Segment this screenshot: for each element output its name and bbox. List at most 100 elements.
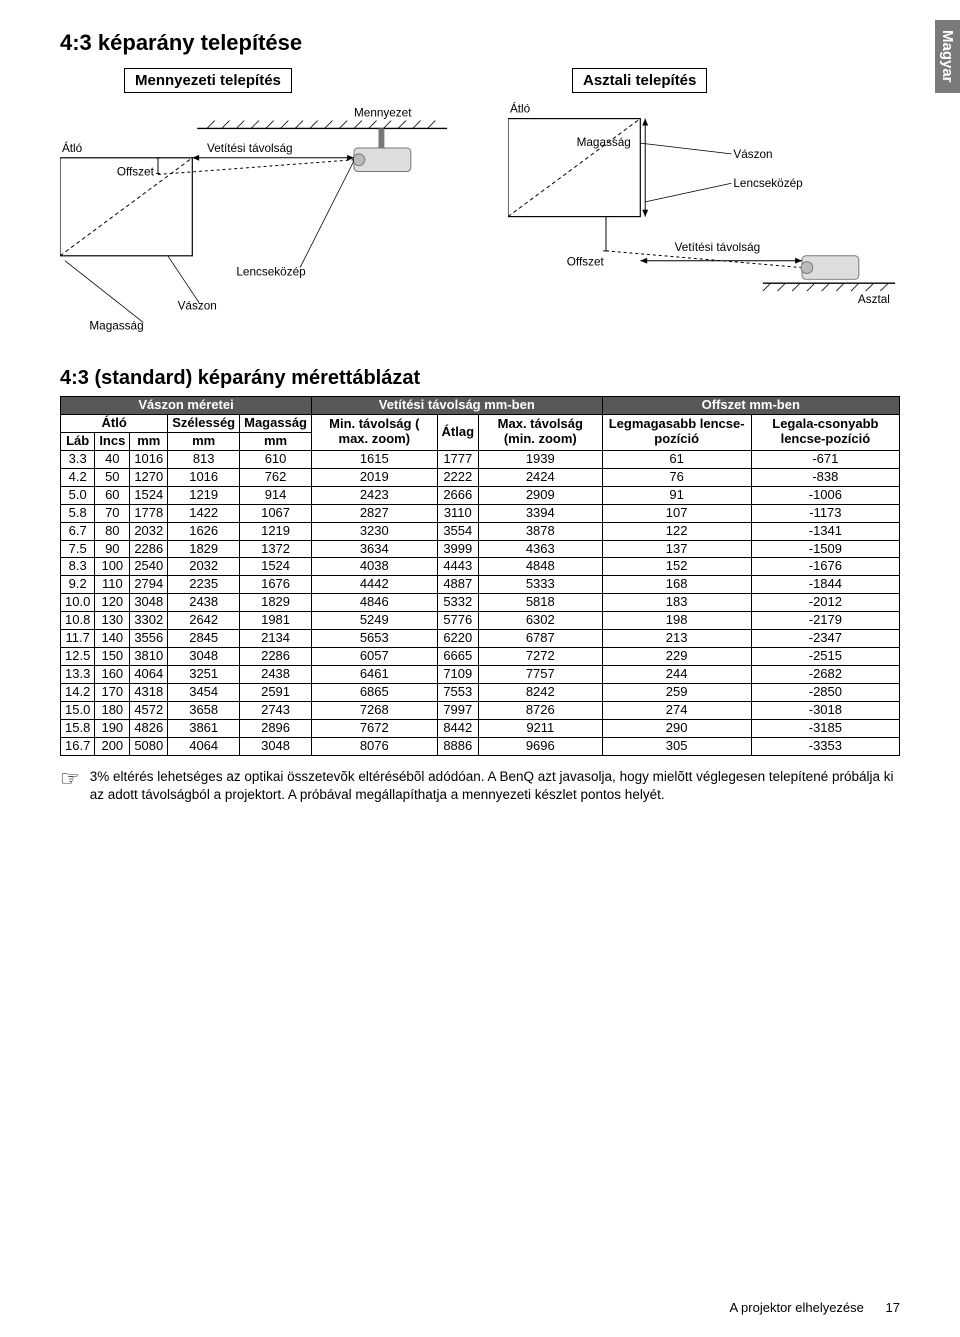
table-cell: 1524: [240, 558, 312, 576]
table-cell: -671: [751, 450, 899, 468]
table-cell: 5776: [437, 612, 479, 630]
table-row: 16.7200508040643048807688869696305-3353: [61, 737, 900, 755]
table-cell: 1626: [168, 522, 240, 540]
table-cell: 2286: [240, 648, 312, 666]
table-cell: 76: [602, 468, 751, 486]
table-cell: 7553: [437, 684, 479, 702]
hdr-height: Magasság: [240, 414, 312, 432]
table-cell: 120: [95, 594, 130, 612]
table-cell: 3048: [240, 737, 312, 755]
screen-label-2: Vászon: [733, 148, 772, 161]
table-cell: 1981: [240, 612, 312, 630]
table-cell: 6865: [312, 684, 438, 702]
hdr-min: Min. távolság ( max. zoom): [312, 414, 438, 450]
hdr-feet: Láb: [61, 432, 95, 450]
table-cell: 914: [240, 486, 312, 504]
table-cell: 8442: [437, 719, 479, 737]
table-cell: 3048: [168, 648, 240, 666]
band-dist: Vetítési távolság mm-ben: [312, 397, 603, 415]
table-cell: 6057: [312, 648, 438, 666]
table-cell: 7997: [437, 701, 479, 719]
table-cell: 6302: [479, 612, 603, 630]
table-cell: 6461: [312, 666, 438, 684]
table-cell: 1219: [240, 522, 312, 540]
table-cell: 7272: [479, 648, 603, 666]
band-offset: Offszet mm-ben: [602, 397, 899, 415]
table-cell: 1016: [130, 450, 168, 468]
table-cell: 160: [95, 666, 130, 684]
table-cell: 1219: [168, 486, 240, 504]
table-title: Asztali telepítés: [572, 68, 707, 93]
table-cell: 2438: [240, 666, 312, 684]
table-cell: 244: [602, 666, 751, 684]
table-row: 6.780203216261219323035543878122-1341: [61, 522, 900, 540]
table-cell: 3878: [479, 522, 603, 540]
table-cell: -3353: [751, 737, 899, 755]
table-cell: 7757: [479, 666, 603, 684]
table-cell: 5333: [479, 576, 603, 594]
lenscenter-label: Lencseközép: [236, 265, 306, 278]
table-cell: 2032: [130, 522, 168, 540]
table-cell: 60: [95, 486, 130, 504]
table-cell: 5080: [130, 737, 168, 755]
table-cell: 290: [602, 719, 751, 737]
table-cell: 8076: [312, 737, 438, 755]
ceiling-label: Mennyezet: [354, 107, 412, 120]
table-cell: 3.3: [61, 450, 95, 468]
table-cell: 7.5: [61, 540, 95, 558]
table-cell: 1778: [130, 504, 168, 522]
table-row: 3.340101681361016151777193961-671: [61, 450, 900, 468]
hdr-diag: Átló: [61, 414, 168, 432]
table-row: 5.0601524121991424232666290991-1006: [61, 486, 900, 504]
table-cell: 2827: [312, 504, 438, 522]
table-cell: -2515: [751, 648, 899, 666]
table-cell: 3110: [437, 504, 479, 522]
offset-label-2: Offszet: [567, 256, 605, 269]
table-cell: 610: [240, 450, 312, 468]
table-cell: 2134: [240, 630, 312, 648]
table-cell: 110: [95, 576, 130, 594]
table-cell: 4038: [312, 558, 438, 576]
table-cell: 2032: [168, 558, 240, 576]
table-cell: -2012: [751, 594, 899, 612]
table-cell: 6787: [479, 630, 603, 648]
table-cell: 3554: [437, 522, 479, 540]
projector-icon: [353, 148, 411, 172]
table-row: 10.0120304824381829484653325818183-2012: [61, 594, 900, 612]
table-cell: 4443: [437, 558, 479, 576]
table-cell: 198: [602, 612, 751, 630]
offset-label: Offszet: [117, 165, 155, 178]
table-cell: 3658: [168, 701, 240, 719]
table-cell: -1676: [751, 558, 899, 576]
dimension-table: Vászon méretei Vetítési távolság mm-ben …: [60, 396, 900, 756]
table-cell: 3048: [130, 594, 168, 612]
table-cell: 1829: [168, 540, 240, 558]
table-cell: 137: [602, 540, 751, 558]
table-cell: 8242: [479, 684, 603, 702]
table-cell: 16.7: [61, 737, 95, 755]
table-cell: 3302: [130, 612, 168, 630]
table-cell: 2286: [130, 540, 168, 558]
table-cell: 9696: [479, 737, 603, 755]
table-cell: 4572: [130, 701, 168, 719]
table-row: 4.2501270101676220192222242476-838: [61, 468, 900, 486]
table-cell: 152: [602, 558, 751, 576]
table-row: 8.3100254020321524403844434848152-1676: [61, 558, 900, 576]
lenscenter-label-2: Lencseközép: [733, 177, 803, 190]
table-cell: 1829: [240, 594, 312, 612]
table-row: 5.870177814221067282731103394107-1173: [61, 504, 900, 522]
table-cell: 10.8: [61, 612, 95, 630]
table-cell: 2845: [168, 630, 240, 648]
diagonal-label-2: Átló: [510, 103, 531, 116]
table-cell: 3999: [437, 540, 479, 558]
table-cell: 12.5: [61, 648, 95, 666]
table-cell: 80: [95, 522, 130, 540]
table-heading: 4:3 (standard) képarány mérettáblázat: [60, 367, 900, 390]
table-cell: 122: [602, 522, 751, 540]
table-cell: 4826: [130, 719, 168, 737]
table-cell: 10.0: [61, 594, 95, 612]
table-cell: 274: [602, 701, 751, 719]
table-cell: 4064: [130, 666, 168, 684]
table-cell: 2591: [240, 684, 312, 702]
table-cell: 2222: [437, 468, 479, 486]
